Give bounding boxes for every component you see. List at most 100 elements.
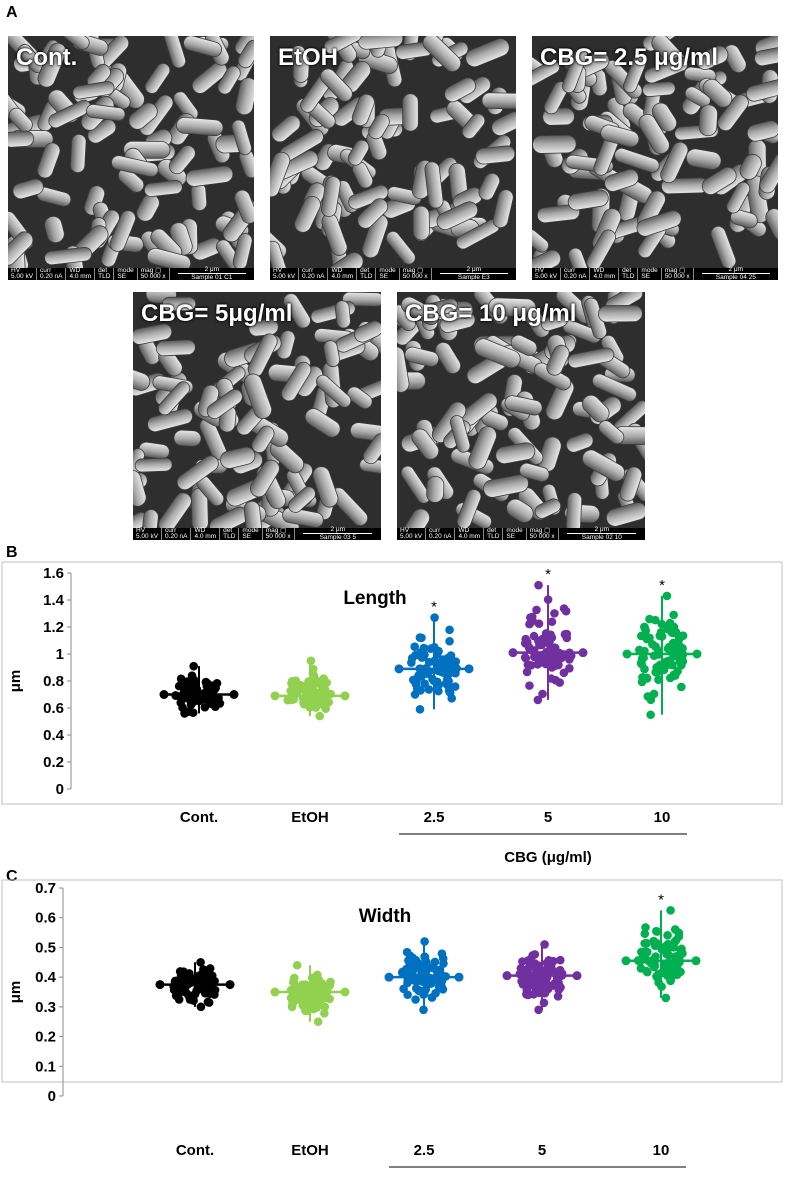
data-point [524, 972, 533, 982]
data-point [319, 678, 328, 687]
sem-image-label: EtOH [278, 44, 338, 71]
databar-cell: det TLD [484, 527, 504, 540]
data-point [424, 657, 434, 667]
y-tick-label: 1 [56, 646, 64, 663]
data-point [652, 663, 661, 672]
data-point [649, 689, 659, 699]
data-point [646, 710, 655, 720]
scale-bar: 2 μm Sample 01 C1 [170, 266, 254, 280]
data-point [196, 1002, 206, 1012]
data-point [181, 988, 191, 997]
data-point [320, 1002, 330, 1012]
data-point [521, 634, 531, 644]
data-point [299, 698, 308, 708]
data-point [550, 661, 560, 670]
y-tick-label: 0.7 [35, 880, 56, 897]
mean-line-end [394, 664, 404, 674]
databar-cell: HV 5.00 kV [8, 267, 38, 280]
data-point [430, 613, 439, 622]
plot-border [1, 879, 783, 1083]
category-label: Cont. [176, 1142, 214, 1159]
data-point [325, 980, 335, 990]
data-point [410, 960, 420, 970]
data-point [559, 604, 569, 613]
sem-image: CBG= 5μg/ml HV 5.00 kV curr 0.20 nA WD 4.0 mm d… [133, 292, 381, 540]
sem-image-label: Cont. [16, 44, 78, 71]
scale-bar: 2 μm Sample 02 10 [559, 526, 645, 540]
data-point [439, 959, 448, 968]
data-point [663, 656, 673, 666]
data-point [662, 591, 672, 601]
data-point [663, 622, 673, 631]
data-point [426, 644, 436, 654]
databar-cell: mag ▢ 50 000 x [138, 267, 170, 280]
sem-databar: HV 5.00 kV curr 0.20 nA WD 4.0 mm det TLD mode SE… [270, 266, 516, 280]
sem-image: EtOH HV 5.00 kV curr 0.20 nA WD 4.0 mm det TLD mo… [270, 36, 516, 280]
data-point [521, 965, 531, 975]
data-point [548, 981, 558, 990]
data-point [533, 660, 542, 669]
data-point [523, 660, 533, 669]
mean-line-end [572, 971, 582, 981]
data-point [435, 982, 445, 992]
mean-line-end [464, 664, 474, 674]
data-point [450, 682, 460, 691]
data-point [661, 993, 671, 1003]
data-point [399, 984, 408, 994]
sem-image-label: CBG= 10 μg/ml [405, 300, 577, 327]
significance-marker: * [658, 891, 664, 908]
data-point [645, 633, 654, 643]
data-point [534, 619, 544, 629]
data-point [677, 682, 686, 692]
databar-cell: HV 5.00 kV [532, 267, 562, 280]
category-label: EtOH [291, 1142, 329, 1159]
databar-cell: det TLD [619, 267, 639, 280]
y-axis-label: μm [7, 670, 24, 693]
data-point [432, 677, 442, 687]
x-axis-label: CBG (μg/ml) [504, 849, 592, 866]
data-point [288, 978, 298, 987]
sem-image: CBG= 10 μg/ml HV 5.00 kV curr 0.20 nA WD 4.0 m… [397, 292, 645, 540]
y-tick-label: 0.4 [35, 969, 57, 986]
data-point [294, 682, 304, 691]
data-point [521, 653, 531, 663]
y-axis-label: μm [7, 981, 24, 1004]
data-point [565, 655, 574, 664]
data-point [675, 641, 684, 651]
data-point [415, 705, 425, 714]
y-tick-label: 1.4 [43, 592, 65, 609]
mean-line-end [578, 648, 588, 658]
panel-label-c: C [6, 868, 18, 885]
scale-bar: 2 μm Sample 04 25 [694, 266, 778, 280]
bacteria-micrograph [8, 36, 254, 268]
data-point [539, 998, 549, 1008]
category-label: 10 [653, 1142, 670, 1159]
category-label: 5 [544, 809, 552, 826]
mean-line-end [384, 972, 394, 982]
mean-line-end [340, 987, 350, 997]
databar-cell: mode SE [376, 267, 400, 280]
category-label: 2.5 [414, 1142, 435, 1159]
data-point [320, 685, 330, 694]
data-point [432, 649, 442, 659]
databar-cell: HV 5.00 kV [397, 527, 427, 540]
databar-cell: mode SE [114, 267, 138, 280]
data-point [649, 936, 658, 946]
data-point [528, 951, 537, 960]
bacteria-micrograph [532, 36, 778, 268]
data-point [649, 962, 659, 972]
data-point [311, 676, 321, 685]
data-point [445, 625, 454, 635]
data-point [311, 703, 321, 712]
data-point [287, 677, 297, 686]
sem-image: CBG= 2.5 μg/ml HV 5.00 kV curr 0.20 nA WD 4.0 … [532, 36, 778, 280]
data-point [666, 673, 675, 683]
data-point [189, 661, 198, 671]
data-point [315, 711, 325, 721]
data-point [652, 926, 661, 936]
data-point [411, 679, 421, 689]
data-point [185, 995, 195, 1004]
sem-databar: HV 5.00 kV curr 0.20 nA WD 4.0 mm det TLD mode SE… [532, 266, 778, 280]
data-point [663, 644, 673, 653]
data-point [178, 681, 187, 691]
